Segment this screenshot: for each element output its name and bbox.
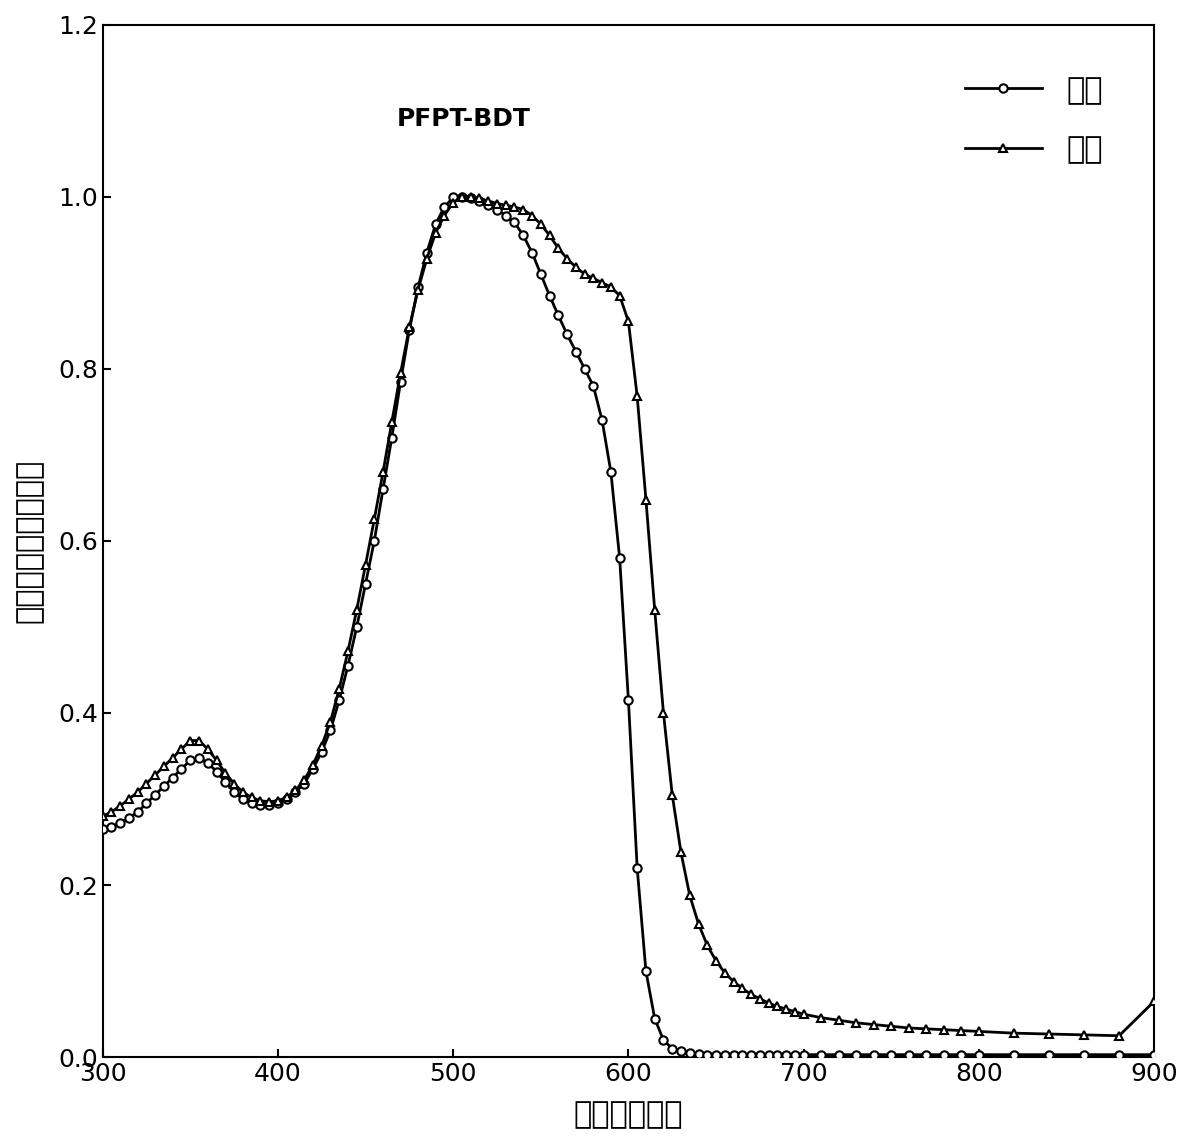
- Line: 溶液: 溶液: [99, 192, 1158, 1059]
- 薄膜: [525, 208, 539, 222]
- 薄膜: [95, 810, 110, 824]
- 薄膜: [464, 190, 478, 204]
- 溶液: [464, 191, 478, 205]
- Line: 薄膜: 薄膜: [99, 192, 1158, 1040]
- Y-axis label: 吸收强度（归一化）: 吸收强度（归一化）: [16, 459, 44, 623]
- 薄膜: [937, 1023, 951, 1036]
- 薄膜: [332, 682, 346, 696]
- 薄膜: [1146, 994, 1161, 1008]
- 薄膜: [1112, 1028, 1126, 1042]
- 薄膜: [551, 241, 565, 255]
- 溶液: [700, 1048, 715, 1062]
- 溶液: [551, 309, 565, 323]
- X-axis label: 波长（纳米）: 波长（纳米）: [574, 1101, 684, 1129]
- 溶液: [525, 246, 539, 260]
- 溶液: [210, 764, 224, 778]
- 溶液: [954, 1048, 969, 1062]
- 溶液: [455, 190, 469, 204]
- 薄膜: [210, 754, 224, 768]
- Text: PFPT-BDT: PFPT-BDT: [397, 108, 531, 132]
- 薄膜: [455, 190, 469, 204]
- 溶液: [1146, 1048, 1161, 1062]
- Legend: 溶液, 薄膜: 溶液, 薄膜: [950, 61, 1118, 180]
- 溶液: [95, 823, 110, 836]
- 溶液: [332, 693, 346, 707]
